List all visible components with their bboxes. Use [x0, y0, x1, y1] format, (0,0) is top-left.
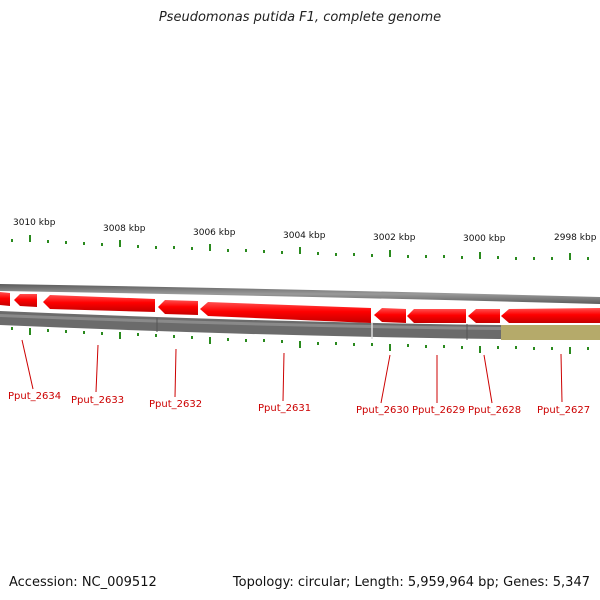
- gene-label[interactable]: Pput_2628: [468, 405, 521, 416]
- gene-arrow[interactable]: [14, 294, 37, 307]
- scale-label: 3004 kbp: [283, 231, 326, 241]
- scale-label: 2998 kbp: [554, 233, 597, 243]
- gene-label[interactable]: Pput_2629: [412, 405, 465, 416]
- scale-ticks: [11, 235, 589, 354]
- olive-segment: [501, 325, 600, 340]
- gene-label[interactable]: Pput_2632: [149, 399, 202, 410]
- leader-line: [560, 353, 563, 403]
- leader-line: [174, 348, 177, 398]
- scale-label: 3008 kbp: [103, 224, 146, 234]
- gene-arrow[interactable]: [200, 302, 371, 323]
- leader-line: [95, 344, 99, 393]
- genome-summary-text: Topology: circular; Length: 5,959,964 bp…: [232, 575, 590, 590]
- scale-label: 3002 kbp: [373, 233, 416, 243]
- gene-label[interactable]: Pput_2627: [537, 405, 590, 416]
- gene-label[interactable]: Pput_2634: [8, 391, 61, 402]
- scale-label: 3006 kbp: [193, 228, 236, 238]
- gene-arrow[interactable]: [0, 292, 10, 306]
- outer-backbone: [0, 284, 600, 304]
- gene-label[interactable]: Pput_2630: [356, 405, 409, 416]
- gene-label[interactable]: Pput_2631: [258, 403, 311, 414]
- leader-line: [282, 352, 285, 402]
- gene-arrow[interactable]: [501, 308, 600, 323]
- gene-labels: Pput_2634 Pput_2633 Pput_2632 Pput_2631 …: [8, 339, 590, 416]
- leader-line: [483, 354, 493, 404]
- leader-line: [21, 339, 34, 390]
- leader-line: [380, 354, 391, 404]
- genome-title: Pseudomonas putida F1, complete genome: [158, 10, 442, 25]
- gene-arrows: [0, 292, 600, 323]
- inner-backbone-highlight: [0, 314, 600, 331]
- gene-arrow[interactable]: [374, 308, 406, 323]
- accession-text: Accession: NC_009512: [9, 575, 157, 590]
- gene-arrow[interactable]: [43, 295, 155, 312]
- gene-arrow[interactable]: [158, 300, 198, 315]
- scale-label: 3010 kbp: [13, 218, 56, 228]
- gene-arrow[interactable]: [407, 309, 466, 323]
- scale-labels: 3010 kbp 3008 kbp 3006 kbp 3004 kbp 3002…: [13, 218, 597, 244]
- scale-label: 3000 kbp: [463, 234, 506, 244]
- gene-arrow[interactable]: [468, 309, 500, 323]
- gene-label[interactable]: Pput_2633: [71, 395, 124, 406]
